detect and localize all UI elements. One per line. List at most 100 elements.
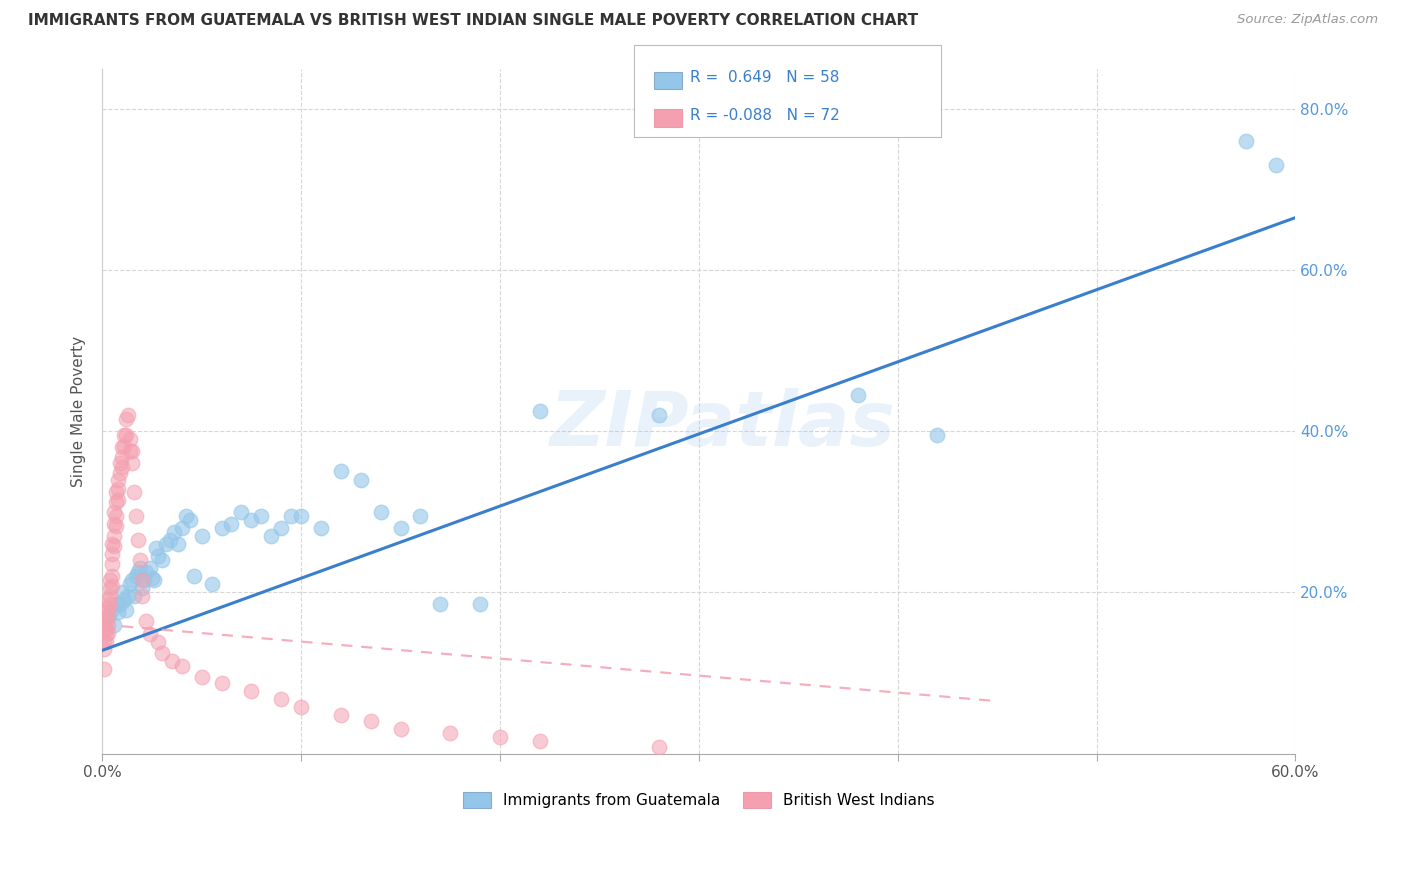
Point — [166, 537, 188, 551]
Point — [122, 590, 145, 604]
Point — [98, 598, 121, 612]
Point — [370, 505, 392, 519]
Point — [97, 601, 120, 615]
Point — [107, 492, 129, 507]
Point — [529, 734, 551, 748]
Point — [240, 683, 263, 698]
Point — [96, 606, 118, 620]
Point — [111, 440, 134, 454]
Point — [121, 457, 143, 471]
Text: Source: ZipAtlas.com: Source: ZipAtlas.com — [1237, 13, 1378, 27]
Point — [103, 529, 125, 543]
Point — [146, 549, 169, 563]
Text: R =  0.649   N = 58: R = 0.649 N = 58 — [690, 70, 839, 86]
Point — [131, 574, 153, 588]
Point — [1234, 134, 1257, 148]
Point — [132, 574, 155, 588]
Text: IMMIGRANTS FROM GUATEMALA VS BRITISH WEST INDIAN SINGLE MALE POVERTY CORRELATION: IMMIGRANTS FROM GUATEMALA VS BRITISH WES… — [28, 13, 918, 29]
Point — [105, 508, 128, 523]
Legend: Immigrants from Guatemala, British West Indians: Immigrants from Guatemala, British West … — [457, 786, 941, 814]
Point — [112, 593, 135, 607]
Point — [329, 465, 352, 479]
Point — [280, 508, 302, 523]
Point — [97, 625, 120, 640]
Point — [96, 627, 118, 641]
Point — [270, 691, 292, 706]
Point — [98, 590, 121, 604]
Point — [389, 723, 412, 737]
Point — [439, 726, 461, 740]
Point — [101, 569, 124, 583]
Point — [141, 571, 163, 585]
Point — [93, 633, 115, 648]
Text: R = -0.088   N = 72: R = -0.088 N = 72 — [690, 108, 841, 123]
Point — [117, 408, 139, 422]
Point — [150, 553, 173, 567]
Point — [221, 516, 243, 531]
Point — [200, 577, 222, 591]
Point — [183, 569, 205, 583]
Point — [190, 670, 212, 684]
Point — [468, 598, 491, 612]
Point — [129, 553, 152, 567]
Point — [96, 611, 118, 625]
Point — [93, 641, 115, 656]
Point — [1264, 158, 1286, 172]
Point — [96, 622, 118, 636]
Point — [135, 565, 157, 579]
Point — [105, 598, 128, 612]
Point — [648, 408, 671, 422]
Point — [170, 521, 193, 535]
Point — [155, 537, 177, 551]
Point — [135, 614, 157, 628]
Point — [115, 603, 138, 617]
Point — [97, 611, 120, 625]
Point — [93, 662, 115, 676]
Point — [211, 675, 233, 690]
Point — [160, 654, 183, 668]
Point — [117, 590, 139, 604]
Point — [98, 582, 121, 596]
Point — [122, 484, 145, 499]
Point — [240, 513, 263, 527]
Point — [97, 617, 120, 632]
Point — [145, 541, 167, 555]
Point — [121, 574, 143, 588]
Point — [360, 714, 382, 729]
Point — [270, 521, 292, 535]
Point — [139, 627, 162, 641]
Point — [429, 598, 451, 612]
Point — [211, 521, 233, 535]
Point — [101, 547, 124, 561]
Point — [107, 606, 129, 620]
Point — [111, 585, 134, 599]
Y-axis label: Single Male Poverty: Single Male Poverty — [72, 335, 86, 486]
Point — [127, 565, 149, 579]
Point — [96, 635, 118, 649]
Point — [107, 482, 129, 496]
Point — [103, 516, 125, 531]
Point — [115, 428, 138, 442]
Point — [179, 513, 201, 527]
Point — [290, 508, 312, 523]
Point — [118, 577, 141, 591]
Point — [139, 561, 162, 575]
Point — [350, 473, 373, 487]
Point — [121, 444, 143, 458]
Point — [108, 598, 131, 612]
Point — [489, 731, 512, 745]
Point — [107, 473, 129, 487]
Point — [108, 457, 131, 471]
Point — [142, 574, 165, 588]
Point — [159, 533, 181, 547]
Point — [97, 593, 120, 607]
Point — [93, 622, 115, 636]
Point — [111, 460, 134, 475]
Point — [846, 388, 869, 402]
Point — [118, 432, 141, 446]
Point — [163, 524, 186, 539]
Point — [648, 740, 671, 755]
Point — [150, 646, 173, 660]
Point — [146, 635, 169, 649]
Point — [112, 439, 135, 453]
